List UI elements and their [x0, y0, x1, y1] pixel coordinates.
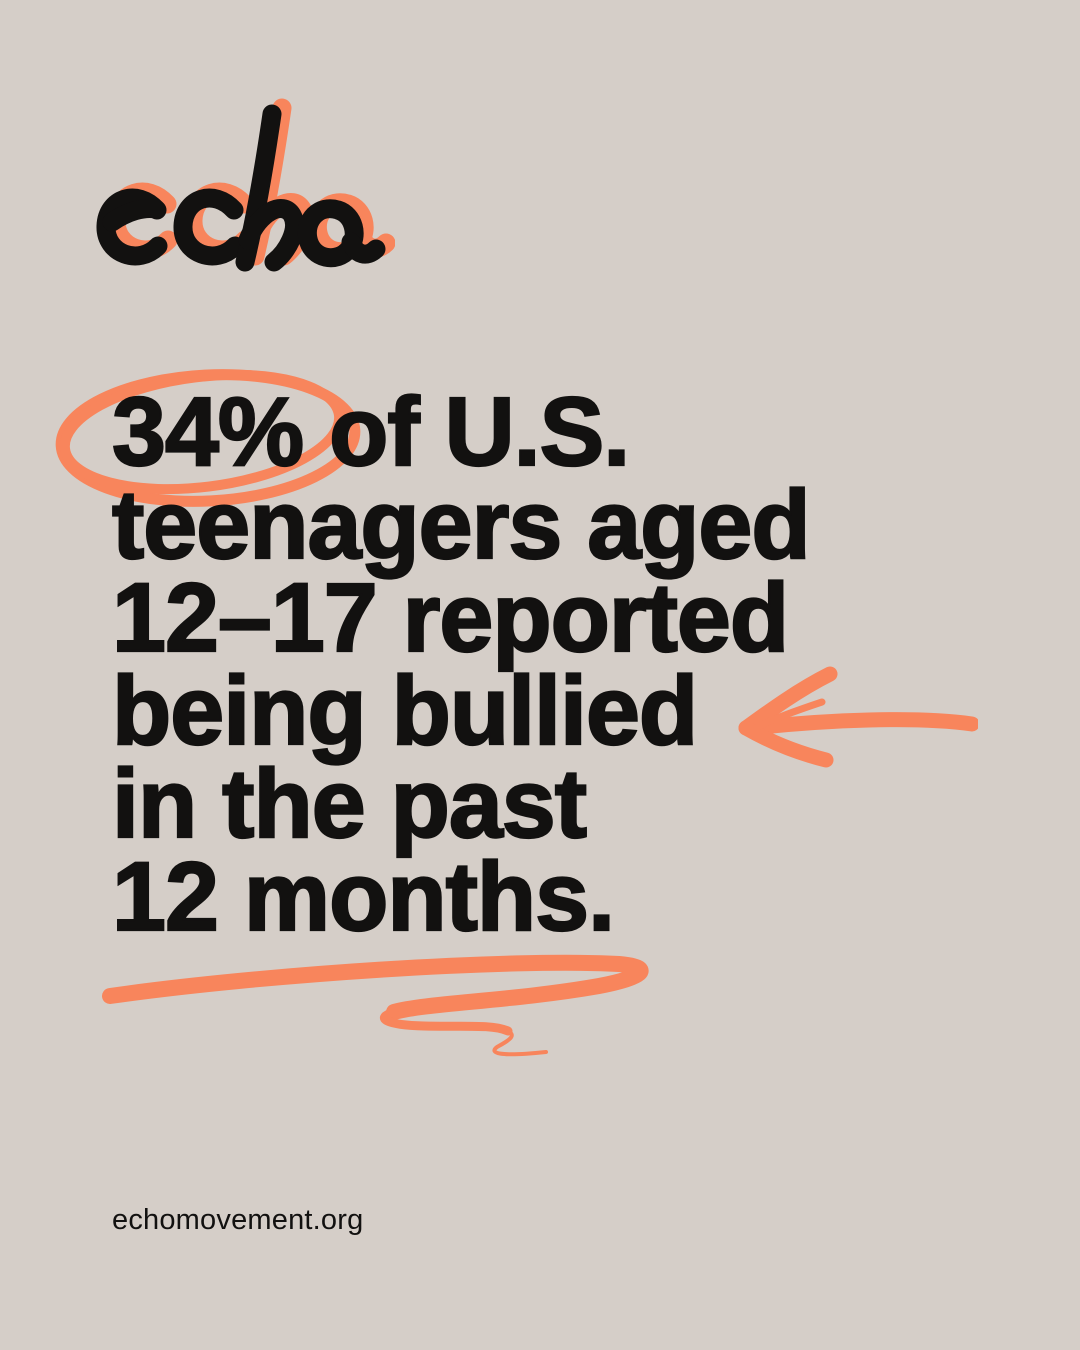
- echo-logo: echo: [95, 92, 395, 287]
- headline-line: 12–17 reported: [111, 563, 790, 672]
- headline-line: being bullied: [111, 656, 699, 765]
- echo-logo-script-icon: [96, 98, 395, 272]
- underline-squiggle-icon: [94, 946, 679, 1071]
- headline-line: teenagers aged: [111, 470, 812, 579]
- headline: 34% of U.S. teenagers aged 12–17 reporte…: [111, 377, 812, 951]
- headline-line: in the past: [111, 749, 588, 858]
- headline-line: 12 months.: [111, 842, 616, 951]
- headline-line: 34% of U.S.: [111, 377, 631, 486]
- website-url: echomovement.org: [112, 1204, 364, 1236]
